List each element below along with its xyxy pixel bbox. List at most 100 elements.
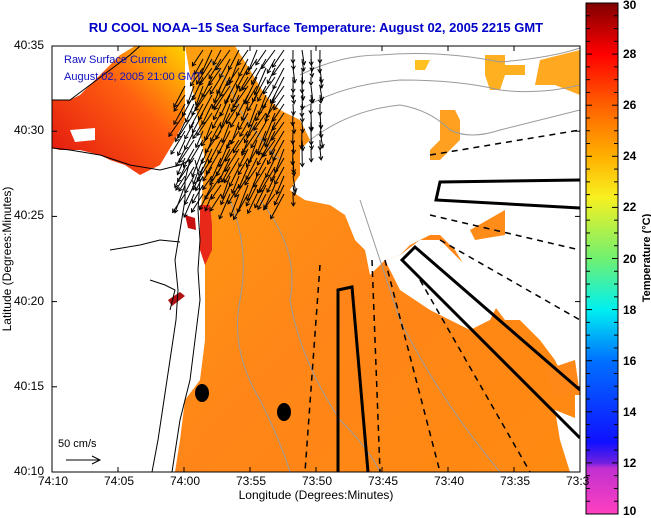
current-vector-head bbox=[230, 107, 235, 113]
current-vector bbox=[257, 85, 267, 102]
sst-patch bbox=[430, 110, 460, 160]
current-vector-head bbox=[201, 92, 206, 98]
current-vector-head bbox=[317, 68, 323, 74]
current-vector-head bbox=[215, 135, 220, 140]
x-tick-label: 73:3 bbox=[566, 474, 590, 488]
current-vector-head bbox=[200, 159, 206, 165]
current-vector-head bbox=[265, 173, 270, 179]
current-vector bbox=[301, 139, 304, 151]
current-vector-head bbox=[215, 171, 221, 177]
current-vector-head bbox=[255, 116, 260, 122]
current-vector bbox=[301, 121, 304, 133]
current-vector bbox=[270, 193, 285, 220]
map-layer bbox=[52, 46, 580, 472]
current-vector-head bbox=[224, 167, 229, 173]
current-vector-head bbox=[240, 151, 246, 157]
current-vector-head bbox=[181, 111, 187, 117]
current-vector bbox=[310, 94, 313, 104]
current-vector bbox=[173, 85, 186, 108]
current-vector bbox=[216, 148, 231, 176]
current-vector bbox=[239, 121, 249, 137]
current-vector-head bbox=[247, 106, 252, 112]
current-vector-head bbox=[290, 202, 296, 207]
current-vector-head bbox=[194, 186, 200, 192]
current-vector bbox=[228, 49, 240, 70]
current-vector bbox=[245, 157, 258, 180]
current-vector-head bbox=[190, 208, 196, 213]
current-vector bbox=[177, 139, 186, 156]
current-vector-head bbox=[291, 149, 297, 155]
current-vector bbox=[270, 157, 285, 182]
current-vector-head bbox=[191, 128, 197, 134]
current-vector bbox=[217, 157, 231, 184]
current-vector bbox=[255, 49, 267, 66]
current-vector-head bbox=[219, 73, 224, 79]
current-vector bbox=[215, 49, 231, 71]
current-vector-head bbox=[309, 72, 315, 78]
current-vector bbox=[272, 139, 285, 161]
current-vector-head bbox=[233, 215, 238, 221]
current-vector-head bbox=[263, 205, 268, 211]
current-vector bbox=[233, 193, 249, 220]
current-vector-head bbox=[200, 141, 206, 147]
current-vector bbox=[212, 49, 222, 66]
current-vector bbox=[258, 139, 267, 156]
current-vector bbox=[255, 103, 267, 121]
current-vector-head bbox=[254, 203, 259, 209]
current-vector-head bbox=[219, 111, 224, 117]
current-vector bbox=[195, 130, 204, 148]
current-vector bbox=[252, 76, 267, 102]
current-vector bbox=[176, 157, 186, 175]
current-vector bbox=[263, 184, 276, 209]
current-vector bbox=[310, 58, 313, 71]
current-vector bbox=[199, 67, 213, 86]
current-vector bbox=[238, 112, 249, 130]
current-vector-head bbox=[207, 159, 213, 165]
current-vector bbox=[204, 121, 213, 141]
current-vector-head bbox=[245, 99, 250, 105]
current-vector bbox=[194, 58, 204, 75]
current-vector-head bbox=[216, 89, 221, 95]
current-vector bbox=[261, 49, 276, 69]
current-vector bbox=[267, 148, 276, 165]
current-vector-head bbox=[275, 190, 280, 195]
current-vector-head bbox=[218, 214, 223, 220]
current-vector bbox=[219, 58, 231, 78]
current-vector-head bbox=[253, 126, 258, 131]
current-vector-head bbox=[264, 142, 269, 148]
current-vector bbox=[221, 121, 231, 143]
current-vector-head bbox=[256, 161, 262, 166]
current-vector-head bbox=[239, 132, 244, 138]
sst-patch bbox=[485, 55, 525, 90]
y-tick-label: 40:25 bbox=[14, 208, 45, 223]
current-vector bbox=[221, 175, 231, 199]
current-vector-head bbox=[245, 201, 251, 207]
current-vector-head bbox=[271, 99, 276, 105]
current-vector bbox=[221, 166, 231, 183]
current-vector bbox=[201, 103, 213, 125]
current-vector-head bbox=[176, 177, 182, 183]
current-vector-head bbox=[272, 117, 277, 122]
x-tick-label: 73:35 bbox=[500, 474, 531, 488]
current-vector bbox=[261, 130, 276, 158]
current-vector-head bbox=[184, 134, 189, 140]
current-vector-head bbox=[266, 79, 272, 85]
current-vector bbox=[227, 184, 240, 205]
x-tick-label: 74:10 bbox=[38, 474, 69, 488]
overlay-label-timestamp: August 02, 2005 21:00 GMT bbox=[64, 71, 203, 83]
colorbar-tick-label: 22 bbox=[623, 200, 637, 215]
current-vector-head bbox=[318, 156, 324, 161]
current-vector-head bbox=[299, 118, 305, 123]
current-vector-head bbox=[191, 95, 197, 101]
current-vector-head bbox=[196, 80, 201, 85]
current-vector-head bbox=[202, 185, 207, 191]
current-vector bbox=[177, 112, 195, 139]
current-vector-head bbox=[196, 177, 202, 183]
current-vector-head bbox=[202, 176, 207, 182]
current-vector-head bbox=[228, 65, 233, 71]
current-vector bbox=[192, 166, 204, 191]
current-vector bbox=[191, 148, 204, 177]
current-vector-head bbox=[255, 149, 261, 155]
current-vector bbox=[184, 175, 195, 194]
current-vector-head bbox=[183, 145, 189, 151]
